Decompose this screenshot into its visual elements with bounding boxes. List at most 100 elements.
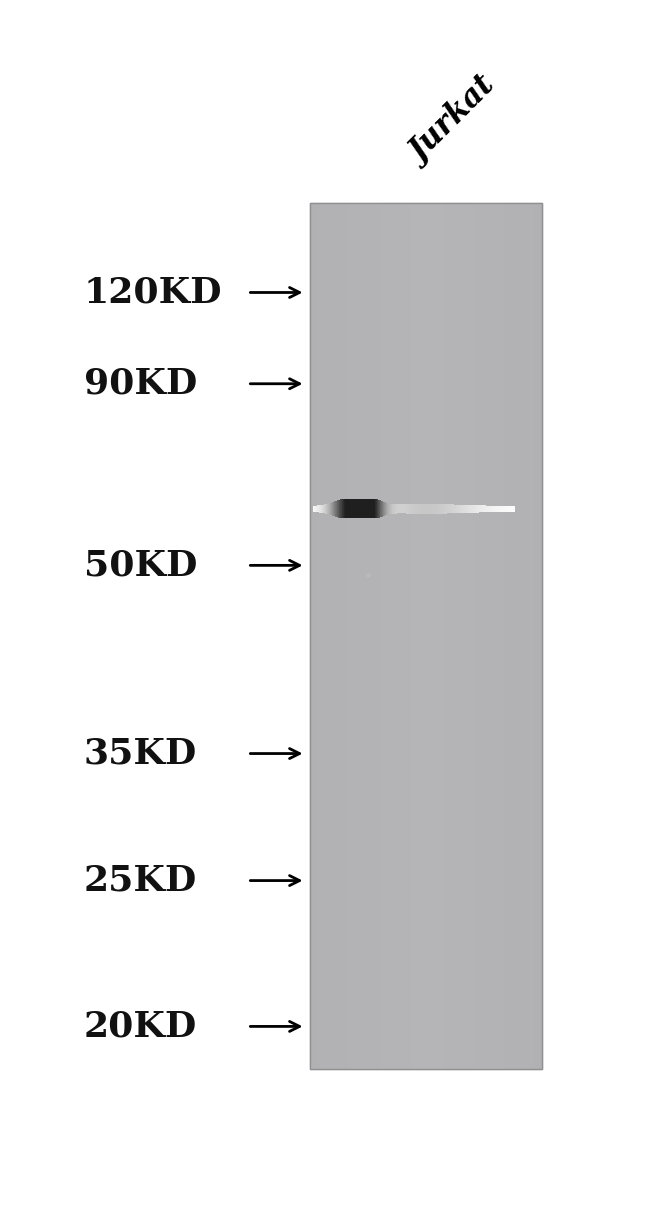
Bar xyxy=(340,203,341,1069)
Bar xyxy=(538,203,539,1069)
Bar xyxy=(394,203,395,1069)
Bar xyxy=(454,203,455,1069)
Bar xyxy=(464,203,465,1069)
Bar xyxy=(505,203,506,1069)
Bar xyxy=(369,203,370,1069)
Bar xyxy=(498,203,499,1069)
Bar xyxy=(402,203,403,1069)
Bar xyxy=(501,203,502,1069)
Bar xyxy=(467,203,468,1069)
Bar xyxy=(459,203,460,1069)
Bar xyxy=(341,203,342,1069)
Bar xyxy=(338,203,339,1069)
Bar xyxy=(447,203,448,1069)
Bar xyxy=(334,203,335,1069)
Bar xyxy=(484,203,485,1069)
Bar xyxy=(382,203,383,1069)
Bar xyxy=(356,203,357,1069)
Bar xyxy=(424,203,426,1069)
Bar xyxy=(401,203,402,1069)
Bar xyxy=(485,203,486,1069)
Bar xyxy=(427,203,428,1069)
Bar xyxy=(373,203,374,1069)
Bar xyxy=(522,203,523,1069)
Bar xyxy=(525,203,526,1069)
Bar xyxy=(491,203,492,1069)
Bar xyxy=(316,203,317,1069)
Bar xyxy=(403,203,404,1069)
Bar xyxy=(430,203,431,1069)
Bar xyxy=(311,203,312,1069)
Bar xyxy=(419,203,420,1069)
Bar xyxy=(482,203,483,1069)
Bar xyxy=(311,203,542,1069)
Bar xyxy=(367,203,368,1069)
Bar xyxy=(455,203,456,1069)
Bar xyxy=(343,203,344,1069)
Bar xyxy=(523,203,524,1069)
Bar xyxy=(408,203,409,1069)
Bar xyxy=(468,203,469,1069)
Bar xyxy=(328,203,329,1069)
Bar xyxy=(440,203,441,1069)
Bar xyxy=(337,203,338,1069)
Bar xyxy=(479,203,480,1069)
Bar xyxy=(508,203,509,1069)
Bar xyxy=(465,203,467,1069)
Bar xyxy=(409,203,410,1069)
Bar xyxy=(533,203,534,1069)
Bar xyxy=(410,203,411,1069)
Bar xyxy=(458,203,459,1069)
Bar xyxy=(448,203,450,1069)
Bar xyxy=(539,203,540,1069)
Bar xyxy=(469,203,471,1069)
Bar xyxy=(325,203,326,1069)
Bar xyxy=(332,203,333,1069)
Bar xyxy=(327,203,328,1069)
Bar xyxy=(502,203,503,1069)
Bar xyxy=(313,203,315,1069)
Bar xyxy=(361,203,362,1069)
Bar xyxy=(496,203,497,1069)
Bar xyxy=(312,203,313,1069)
Text: 20KD: 20KD xyxy=(84,1009,197,1044)
Bar xyxy=(526,203,528,1069)
Bar xyxy=(381,203,382,1069)
Bar xyxy=(333,203,334,1069)
Bar xyxy=(384,203,385,1069)
Bar xyxy=(441,203,442,1069)
Bar xyxy=(348,203,349,1069)
Bar xyxy=(520,203,521,1069)
Bar xyxy=(383,203,384,1069)
Bar xyxy=(349,203,350,1069)
Bar xyxy=(387,203,389,1069)
Bar xyxy=(476,203,477,1069)
Bar xyxy=(413,203,414,1069)
Bar xyxy=(342,203,343,1069)
Bar xyxy=(318,203,319,1069)
Bar xyxy=(537,203,538,1069)
Bar xyxy=(378,203,379,1069)
Bar xyxy=(404,203,405,1069)
Text: 90KD: 90KD xyxy=(84,367,197,401)
Bar xyxy=(360,203,361,1069)
Text: 50KD: 50KD xyxy=(84,549,197,583)
Bar xyxy=(335,203,336,1069)
Bar xyxy=(518,203,519,1069)
Bar xyxy=(412,203,413,1069)
Bar xyxy=(524,203,525,1069)
Bar xyxy=(353,203,354,1069)
Bar xyxy=(460,203,461,1069)
Bar xyxy=(437,203,438,1069)
Bar xyxy=(397,203,398,1069)
Text: Jurkat: Jurkat xyxy=(404,72,502,170)
Bar xyxy=(541,203,542,1069)
Bar xyxy=(477,203,478,1069)
Bar xyxy=(462,203,463,1069)
Bar xyxy=(366,203,367,1069)
Bar xyxy=(395,203,396,1069)
Bar xyxy=(517,203,518,1069)
Bar xyxy=(531,203,532,1069)
Bar xyxy=(453,203,454,1069)
Bar xyxy=(472,203,473,1069)
